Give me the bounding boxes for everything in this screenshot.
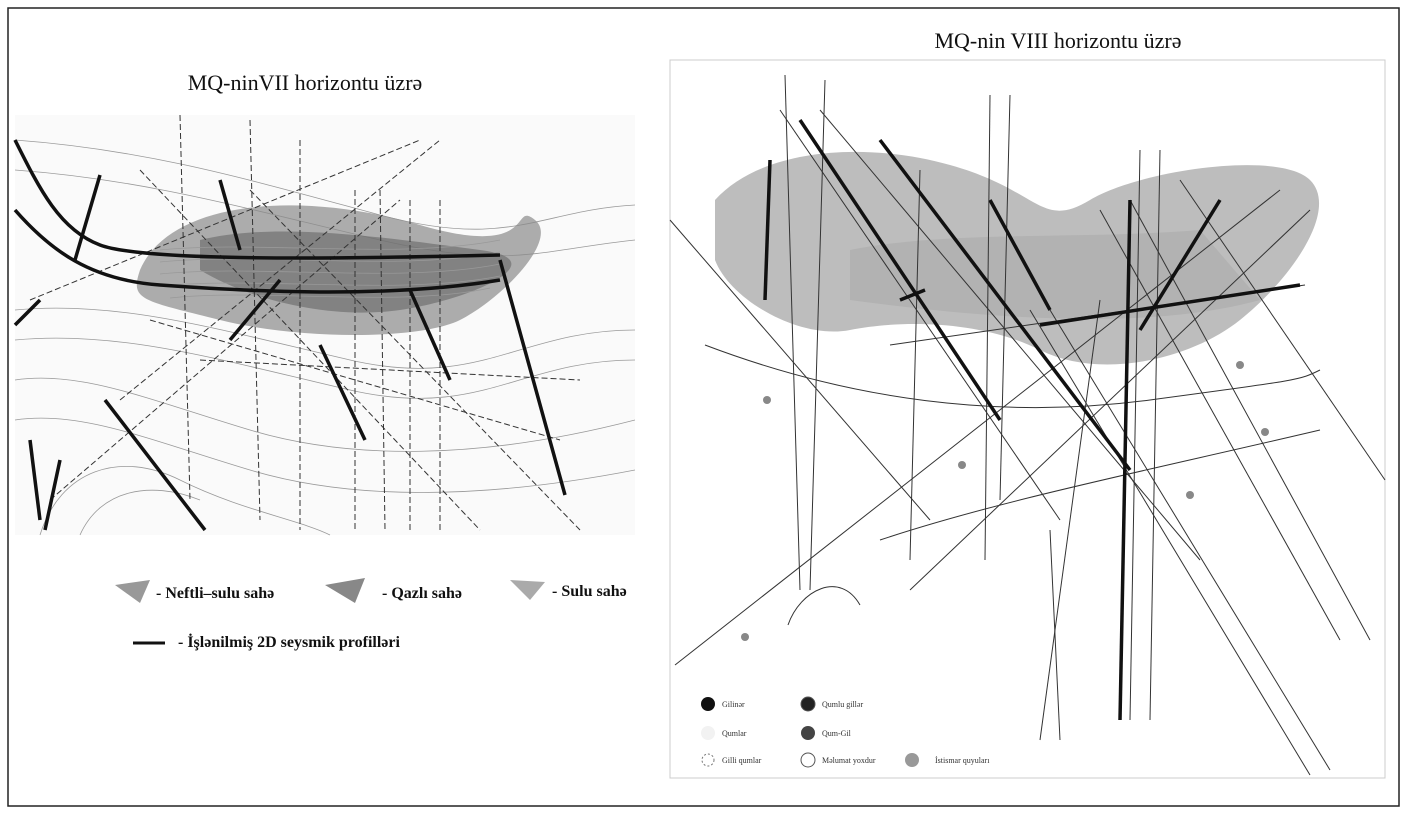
right-map	[670, 60, 1385, 778]
legend-label: Qumlar	[722, 729, 747, 738]
left-title: MQ-ninVII horizontu üzrə	[188, 70, 423, 95]
legend-label: - Qazlı sahə	[382, 585, 462, 602]
legend-label: - Neftli–sulu sahə	[156, 585, 274, 602]
legend-label: - Sulu sahə	[552, 583, 627, 600]
legend-label: Qum-Gil	[822, 729, 852, 738]
legend-label: Qumlu gillər	[822, 700, 863, 709]
legend-label: - İşlənilmiş 2D seysmik profilləri	[178, 632, 400, 651]
legend-label: Gilinər	[722, 700, 745, 709]
page: MQ-ninVII horizontu üzrə	[0, 0, 1407, 814]
legend-label: Gilli qumlar	[722, 756, 762, 765]
legend-label: İstismar quyuları	[935, 756, 990, 765]
figure: MQ-ninVII horizontu üzrə	[0, 0, 1407, 814]
left-map	[15, 115, 635, 535]
right-title: MQ-nin VIII horizontu üzrə	[934, 28, 1181, 53]
legend-label: Məlumat yoxdur	[822, 756, 876, 765]
